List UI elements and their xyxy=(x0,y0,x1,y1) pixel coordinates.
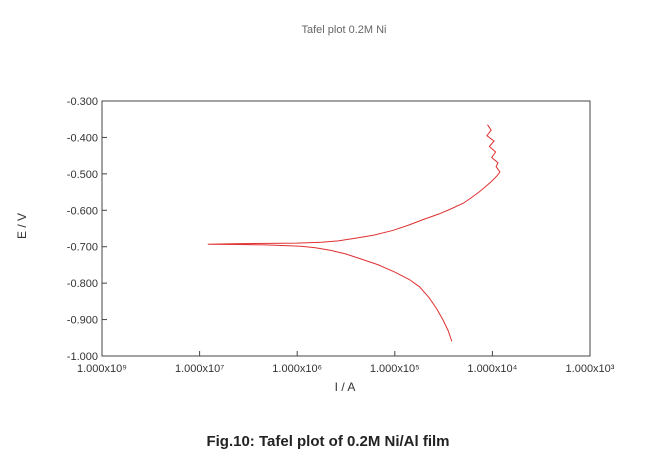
y-tick-label: -0.600 xyxy=(67,205,98,217)
y-tick-label: -0.900 xyxy=(67,315,98,327)
y-tick-label: -0.400 xyxy=(67,132,98,144)
plot-frame xyxy=(101,100,591,357)
y-tick-label: -0.700 xyxy=(67,242,98,254)
x-tick-label: 1.000x10⁷ xyxy=(175,363,224,375)
x-tick-label: 1.000x10⁵ xyxy=(370,363,420,375)
x-tick-label: 1.000x10³ xyxy=(566,363,615,375)
x-tick-label: 1.000x10⁹ xyxy=(77,363,127,375)
y-axis-label: E / V xyxy=(15,213,29,239)
y-axis-ticks: -0.300 -0.400 -0.500 -0.600 -0.700 -0.800 -0.9… xyxy=(67,96,107,363)
y-tick-label: -0.500 xyxy=(67,169,98,181)
x-axis-label: I / A xyxy=(335,380,356,394)
figure-caption: Fig.10: Tafel plot of 0.2M Ni/Al film xyxy=(206,433,450,450)
x-tick-label: 1.000x10⁴ xyxy=(467,363,517,375)
y-tick-label: -0.300 xyxy=(67,96,98,108)
chart-title: Tafel plot 0.2M Ni xyxy=(302,24,387,36)
y-tick-label: -0.800 xyxy=(67,278,98,290)
x-axis-ticks: 1.000x10⁹ 1.000x10⁷ 1.000x10⁶ 1.000x10⁵ 1.00… xyxy=(77,351,615,375)
y-tick-label: -1.000 xyxy=(67,351,98,363)
series-line-tafel xyxy=(207,124,501,342)
x-tick-label: 1.000x10⁶ xyxy=(272,363,322,375)
